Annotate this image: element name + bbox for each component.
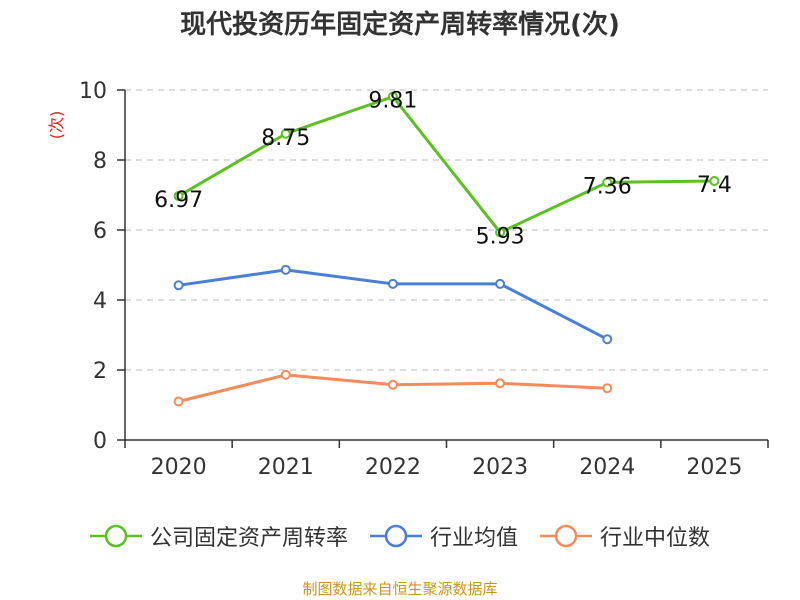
- data-point: [387, 91, 398, 102]
- x-tick-label: 2021: [258, 455, 314, 480]
- data-point: [602, 334, 613, 345]
- data-point: [280, 369, 291, 380]
- data-point: [602, 177, 613, 188]
- data-point: [387, 278, 398, 289]
- data-point: [173, 191, 184, 202]
- legend-marker-industry-average: [369, 524, 422, 548]
- legend-label-company: 公司固定资产周转率: [149, 526, 348, 551]
- data-label: 9.81: [368, 89, 417, 114]
- y-tick-label: 0: [93, 429, 107, 454]
- data-point: [173, 396, 184, 407]
- legend-marker-industry-median: [540, 524, 592, 548]
- y-axis-label: (次): [47, 111, 66, 140]
- legend-item-company[interactable]: 公司固定资产周转率: [89, 520, 348, 552]
- y-tick-label: 8: [93, 149, 107, 174]
- data-point: [602, 383, 613, 394]
- data-point: [495, 278, 506, 289]
- data-label: 8.75: [261, 126, 310, 151]
- data-point: [280, 264, 291, 275]
- y-tick-label: 6: [93, 219, 107, 244]
- y-tick-label: 2: [93, 359, 107, 384]
- chart-title: 现代投资历年固定资产周转率情况(次): [180, 10, 620, 40]
- y-tick-label: 4: [93, 289, 107, 314]
- legend-label-industry-average: 行业均值: [429, 526, 518, 551]
- legend-item-industry-median[interactable]: 行业中位数: [540, 520, 710, 552]
- data-label: 5.93: [476, 224, 525, 249]
- x-tick-label: 2025: [686, 455, 742, 480]
- data-point: [387, 379, 398, 390]
- y-tick-label: 10: [79, 79, 107, 104]
- data-label: 6.97: [154, 188, 203, 213]
- data-label: 7.4: [697, 173, 732, 198]
- legend-marker-company: [89, 524, 142, 548]
- x-tick-label: 2023: [472, 455, 528, 480]
- x-tick-label: 2020: [151, 455, 207, 480]
- source-footer: 制图数据来自恒生聚源数据库: [302, 580, 498, 598]
- x-tick-label: 2022: [365, 455, 421, 480]
- legend-label-industry-median: 行业中位数: [600, 526, 711, 551]
- data-point: [495, 227, 506, 238]
- data-label: 7.36: [583, 174, 632, 199]
- data-point: [173, 280, 184, 291]
- data-point: [495, 378, 506, 389]
- data-point: [709, 176, 720, 186]
- data-point: [280, 128, 291, 139]
- series-line-0: [177, 95, 715, 234]
- chart-legend: 公司固定资产周转率 行业均值 行业中位数: [0, 520, 800, 552]
- legend-item-industry-average[interactable]: 行业均值: [369, 520, 518, 552]
- x-tick-label: 2024: [579, 455, 635, 480]
